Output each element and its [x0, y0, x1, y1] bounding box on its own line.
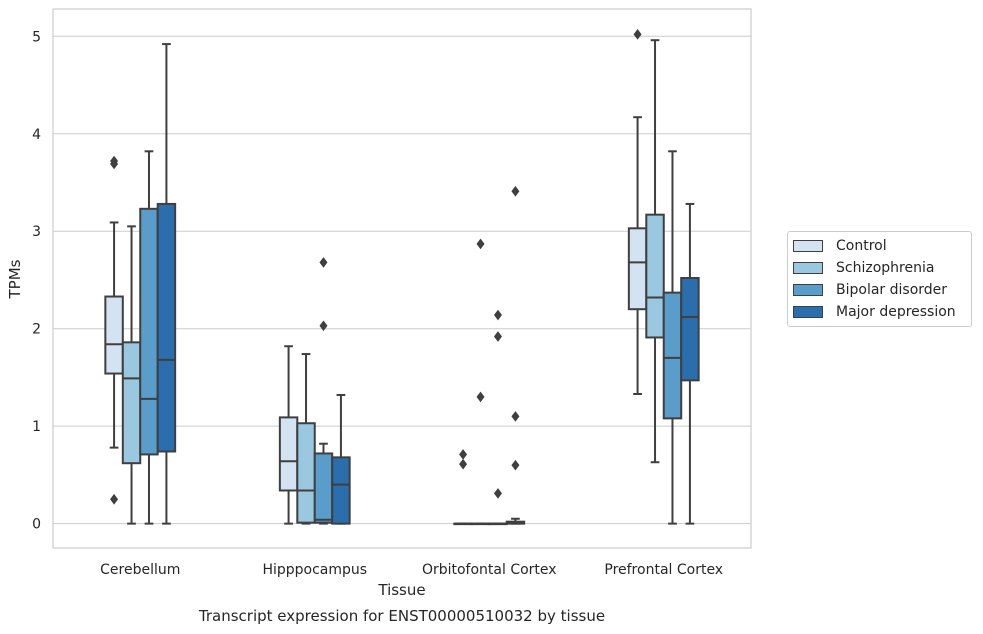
- figure-caption: Transcript expression for ENST0000051003…: [198, 607, 606, 625]
- box-body: [278, 416, 299, 492]
- x-tick-label-1: Hipppocampus: [262, 562, 367, 578]
- box-2-0: [139, 150, 159, 525]
- legend-swatch-major-depression: [793, 306, 823, 318]
- outlier-point-1: [319, 320, 328, 332]
- y-tick-labels: 0 1 2 3 4 5: [32, 29, 41, 532]
- box-body: [627, 227, 648, 311]
- y-tick-label-4: 4: [32, 127, 41, 143]
- box-body: [104, 295, 124, 375]
- box-3-1: [331, 393, 351, 525]
- y-tick-label-5: 5: [32, 29, 41, 45]
- y-tick-label-1: 1: [32, 419, 41, 435]
- y-tick-label-3: 3: [32, 224, 41, 240]
- outlier-point-1: [493, 331, 502, 342]
- outlier-point-0: [476, 238, 485, 250]
- box-body: [645, 213, 665, 339]
- box-1-0: [121, 225, 142, 525]
- box-body: [156, 202, 177, 453]
- box-body: [121, 341, 142, 465]
- box-0-2: [453, 449, 473, 526]
- box-1-2: [470, 238, 491, 526]
- outlier-point-1: [511, 411, 520, 422]
- x-axis-label: Tissue: [377, 581, 425, 599]
- outlier-point-2: [493, 488, 502, 499]
- outlier-point-0: [319, 257, 328, 268]
- box-body: [662, 291, 683, 420]
- y-tick-label-0: 0: [32, 517, 41, 533]
- legend-swatch-control: [793, 240, 823, 252]
- box-3-0: [156, 43, 177, 525]
- outlier-point-2: [511, 459, 520, 471]
- outlier-point-0: [493, 309, 502, 321]
- box-body: [680, 277, 700, 382]
- x-tick-label-2: Orbitofontal Cortex: [422, 562, 557, 578]
- y-axis-label: TPMs: [6, 259, 24, 299]
- boxes: [104, 29, 700, 526]
- legend-label-bipolar-disorder: Bipolar disorder: [836, 282, 948, 298]
- outlier-point-0: [511, 185, 520, 197]
- box-3-3: [680, 202, 700, 525]
- legend: Control Schizophrenia Bipolar disorder M…: [787, 231, 972, 327]
- legend-label-control: Control: [836, 238, 887, 254]
- y-tick-label-2: 2: [32, 322, 41, 338]
- box-body: [296, 422, 316, 524]
- x-tick-label-0: Cerebellum: [100, 562, 180, 578]
- box-body: [139, 207, 159, 456]
- outlier-point-2: [110, 493, 119, 505]
- outlier-point-1: [476, 391, 485, 403]
- x-tick-label-3: Prefrontal Cortex: [604, 562, 723, 578]
- legend-swatch-schizophrenia: [793, 262, 823, 274]
- outlier-point-0: [633, 29, 642, 40]
- legend-swatch-bipolar-disorder: [793, 284, 823, 296]
- box-0-3: [627, 29, 648, 395]
- box-body: [313, 452, 334, 524]
- box-0-0: [104, 155, 124, 505]
- box-body: [331, 456, 351, 525]
- legend-label-schizophrenia: Schizophrenia: [836, 260, 935, 276]
- box-1-3: [645, 39, 665, 464]
- outlier-point-1: [459, 458, 468, 470]
- outlier-point-1: [110, 155, 119, 167]
- x-tick-labels: Cerebellum Hipppocampus Orbitofontal Corte…: [100, 562, 723, 578]
- box-3-2: [505, 185, 526, 525]
- legend-label-major-depression: Major depression: [836, 304, 956, 320]
